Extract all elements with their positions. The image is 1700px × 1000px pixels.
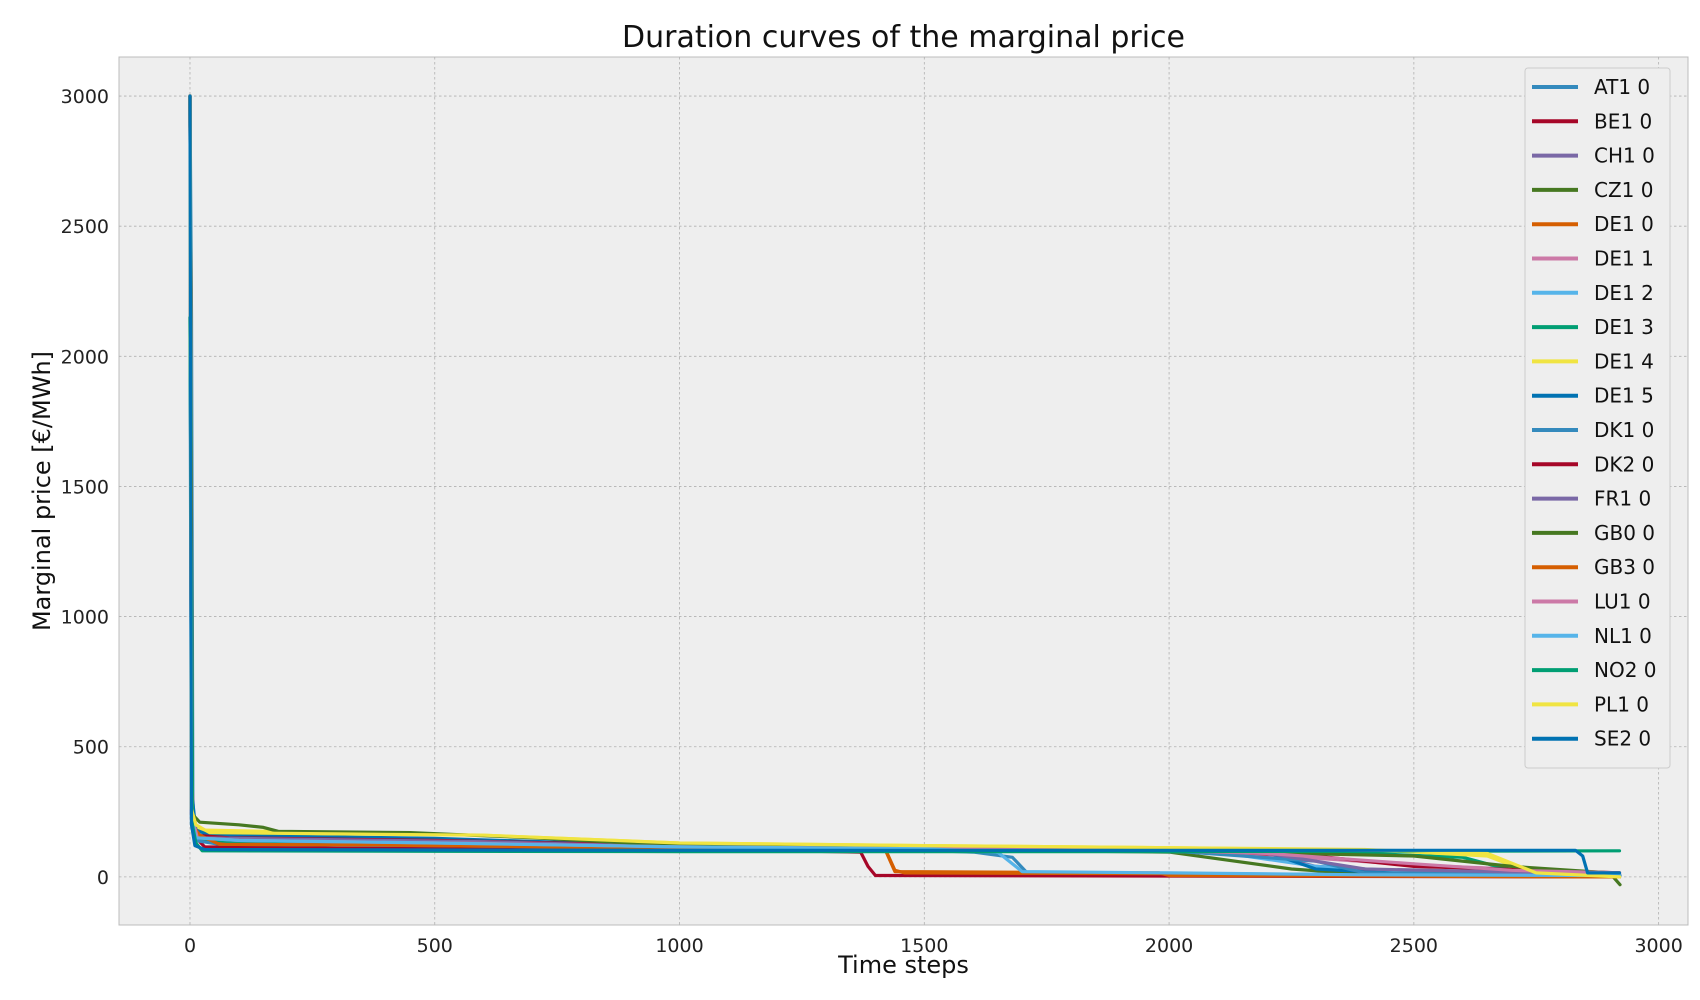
- x-axis-label: Time steps: [837, 951, 969, 979]
- legend-label: DE1 5: [1594, 384, 1654, 408]
- y-tick-label: 1500: [61, 476, 109, 498]
- y-tick-label: 3000: [61, 86, 109, 108]
- legend-label: DK1 0: [1594, 418, 1654, 442]
- legend-label: FR1 0: [1594, 487, 1651, 511]
- series-lines: [188, 94, 1622, 887]
- legend-label: PL1 0: [1594, 692, 1649, 716]
- legend-label: AT1 0: [1594, 75, 1650, 99]
- x-tick-label: 2000: [1145, 935, 1193, 957]
- series-line-pl1-0: [188, 94, 1622, 879]
- legend-box: [1524, 67, 1671, 769]
- legend-label: NL1 0: [1594, 624, 1652, 648]
- legend-label: DE1 3: [1594, 315, 1654, 339]
- y-tick-label: 0: [97, 867, 109, 889]
- y-tick-label: 1000: [61, 607, 109, 629]
- legend-label: DE1 4: [1594, 349, 1654, 373]
- legend-label: GB3 0: [1594, 555, 1655, 579]
- y-tick-label: 2000: [61, 346, 109, 368]
- x-tick-label: 0: [184, 935, 196, 957]
- legend-label: CH1 0: [1594, 144, 1655, 168]
- legend-label: LU1 0: [1594, 590, 1651, 614]
- legend-label: GB0 0: [1594, 521, 1655, 545]
- legend-label: DE1 1: [1594, 247, 1654, 271]
- legend-label: SE2 0: [1594, 727, 1651, 751]
- chart-title: Duration curves of the marginal price: [622, 20, 1185, 55]
- x-tick-label: 2500: [1390, 935, 1438, 957]
- x-tick-label: 1000: [655, 935, 703, 957]
- y-tick-labels: 0 500 1000 1500 2000 2500 3000: [61, 86, 109, 889]
- legend-label: CZ1 0: [1594, 178, 1653, 202]
- legend: AT1 0 BE1 0 CH1 0 CZ1 0 DE1 0 DE1 1 DE1 2 DE1 3…: [1524, 67, 1671, 769]
- legend-label: DE1 2: [1594, 281, 1654, 305]
- y-axis-label: Marginal price [€/MWh]: [28, 351, 56, 631]
- grid: [119, 57, 1688, 925]
- y-tick-label: 500: [73, 737, 109, 759]
- series-line-se2-0: [188, 94, 1622, 875]
- legend-label: DE1 0: [1594, 212, 1654, 236]
- y-tick-label: 2500: [61, 216, 109, 238]
- x-tick-label: 1500: [900, 935, 948, 957]
- plot-area: [118, 56, 1689, 926]
- x-tick-label: 3000: [1634, 935, 1682, 957]
- legend-label: NO2 0: [1594, 658, 1657, 682]
- legend-label: DK2 0: [1594, 452, 1654, 476]
- x-tick-label: 500: [417, 935, 453, 957]
- legend-label: BE1 0: [1594, 109, 1652, 133]
- x-tick-labels: 0 500 1000 1500 2000 2500 3000: [184, 935, 1683, 957]
